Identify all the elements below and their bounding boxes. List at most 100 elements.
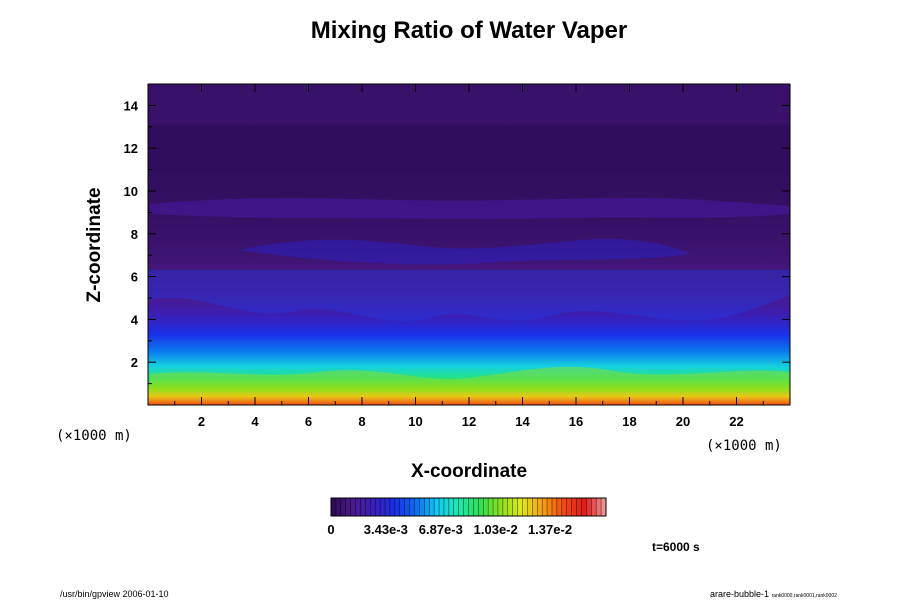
colorbar: 0 3.43e-3 6.87e-3 1.03e-2 1.37e-2 <box>327 497 607 537</box>
colorbar-cell <box>434 498 440 516</box>
colorbar-cell <box>419 498 425 516</box>
x-tick-label: 20 <box>676 414 690 429</box>
colorbar-cell <box>478 498 484 516</box>
y-ticks: 2 4 6 8 10 12 14 <box>124 98 790 385</box>
x-axis-label: X-coordinate <box>411 461 527 482</box>
colorbar-tick-label: 1.03e-2 <box>474 522 518 537</box>
x-unit-label-right: (×1000 m) <box>706 438 782 454</box>
x-tick-label: 4 <box>251 414 259 429</box>
x-tick-label: 22 <box>729 414 743 429</box>
colorbar-cell <box>497 498 504 516</box>
x-tick-label: 8 <box>358 414 365 429</box>
colorbar-cell <box>566 498 573 516</box>
x-tick-label: 2 <box>198 414 205 429</box>
colorbar-cell <box>468 498 474 516</box>
colorbar-cell <box>453 498 460 516</box>
colorbar-cell <box>370 498 376 516</box>
mixing-ratio-field <box>148 84 790 405</box>
colorbar-cell <box>463 498 469 516</box>
y-tick-label: 14 <box>124 98 139 113</box>
x-unit-label-left: (×1000 m) <box>56 428 132 444</box>
colorbar-cell <box>537 498 543 516</box>
colorbar-cell <box>394 498 401 516</box>
colorbar-cell <box>399 498 406 516</box>
colorbar-tick-label: 1.37e-2 <box>528 522 572 537</box>
y-axis-label: Z-coordinate <box>84 187 105 302</box>
colorbar-tick-label: 3.43e-3 <box>364 522 408 537</box>
colorbar-cell <box>596 498 602 516</box>
y-tick-label: 6 <box>131 270 138 285</box>
cloud-layer-10km <box>150 198 790 219</box>
colorbar-cell <box>375 498 381 516</box>
colorbar-tick-label: 6.87e-3 <box>419 522 463 537</box>
colorbar-cell <box>443 498 450 516</box>
x-tick-label: 10 <box>408 414 422 429</box>
colorbar-cell <box>385 498 391 516</box>
colorbar-cell <box>601 498 607 516</box>
y-tick-label: 4 <box>131 312 139 327</box>
colorbar-cell <box>522 498 528 516</box>
colorbar-cell <box>365 498 371 516</box>
colorbar-cell <box>404 498 410 516</box>
upper-blue-layer <box>240 238 690 265</box>
plot-area <box>148 84 790 405</box>
footer-left: /usr/bin/gpview 2006-01-10 <box>60 589 169 599</box>
footer-right: arare-bubble-1 rank0000,rank0001,rank000… <box>710 589 837 599</box>
colorbar-cell <box>483 498 489 516</box>
y-tick-label: 8 <box>131 227 138 242</box>
colorbar-cell <box>547 498 553 516</box>
colorbar-cell <box>360 498 366 516</box>
colorbar-cell <box>527 498 533 516</box>
colorbar-cell <box>424 498 430 516</box>
colorbar-cell <box>517 498 523 516</box>
plot-frame <box>147 83 791 406</box>
colorbar-cell <box>345 498 352 516</box>
colorbar-cell <box>355 498 361 516</box>
x-ticks: 2 4 6 8 10 12 14 16 18 20 22 <box>174 84 764 429</box>
colorbar-cell <box>448 498 455 516</box>
colorbar-cell <box>576 498 582 516</box>
colorbar-cell <box>507 498 514 516</box>
x-tick-label: 18 <box>622 414 636 429</box>
colorbar-cell <box>571 498 577 516</box>
colorbar-cell <box>473 498 479 516</box>
colorbar-cell <box>331 498 337 516</box>
colorbar-cell <box>581 498 587 516</box>
colorbar-cell <box>380 498 386 516</box>
colorbar-cell <box>542 498 548 516</box>
colorbar-cell <box>591 498 597 516</box>
colorbar-cell <box>340 498 347 516</box>
colorbar-cell <box>335 498 342 516</box>
colorbar-cell <box>556 498 563 516</box>
colorbar-cell <box>586 498 592 516</box>
time-label: t=6000 s <box>652 540 700 554</box>
colorbar-cell <box>512 498 519 516</box>
colorbar-cell <box>532 498 538 516</box>
colorbar-cell <box>414 498 420 516</box>
mid-blue-swirl <box>148 270 790 321</box>
y-tick-label: 10 <box>124 184 138 199</box>
y-tick-label: 12 <box>124 141 138 156</box>
chart-title: Mixing Ratio of Water Vaper <box>311 17 628 44</box>
colorbar-cell <box>409 498 415 516</box>
colorbar-cell <box>439 498 445 516</box>
x-tick-label: 16 <box>569 414 583 429</box>
y-tick-label: 2 <box>131 355 138 370</box>
colorbar-frame <box>330 497 607 517</box>
x-tick-label: 6 <box>305 414 312 429</box>
colorbar-cell <box>551 498 558 516</box>
footer-right-sub: rank0000,rank0001,rank0002 <box>772 593 838 599</box>
x-tick-label: 12 <box>462 414 476 429</box>
footer-right-main: arare-bubble-1 <box>710 589 769 599</box>
x-tick-label: 14 <box>515 414 530 429</box>
colorbar-cell <box>350 498 356 516</box>
colorbar-cell <box>502 498 509 516</box>
colorbar-cell <box>429 498 435 516</box>
colorbar-cell <box>458 498 464 516</box>
colorbar-tick-label: 0 <box>327 522 334 537</box>
lower-green-layer <box>150 366 790 392</box>
colorbar-cell <box>389 498 396 516</box>
colorbar-cell <box>493 498 499 516</box>
colorbar-cell <box>488 498 494 516</box>
